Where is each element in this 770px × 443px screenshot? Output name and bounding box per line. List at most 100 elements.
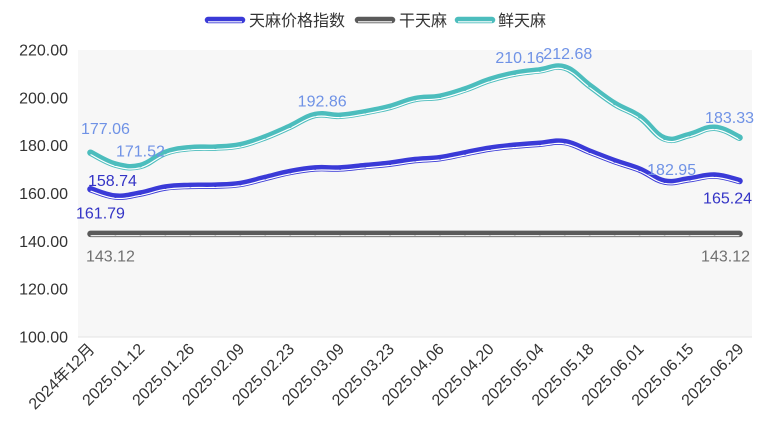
data-point	[388, 105, 392, 109]
data-point	[213, 232, 217, 236]
data-point	[88, 232, 92, 236]
data-point	[213, 146, 217, 150]
data-point	[738, 136, 742, 140]
data-point	[138, 164, 142, 168]
legend-line-icon	[204, 16, 246, 24]
data-point	[188, 232, 192, 236]
legend-label: 干天麻	[399, 12, 447, 30]
data-point	[488, 232, 492, 236]
data-point	[563, 140, 567, 144]
data-point	[588, 84, 592, 88]
data-point	[213, 184, 217, 188]
data-point	[688, 177, 692, 181]
data-point	[163, 186, 167, 190]
data-point	[288, 125, 292, 129]
data-point	[563, 66, 567, 70]
data-point	[613, 232, 617, 236]
data-point	[263, 232, 267, 236]
data-point	[163, 151, 167, 155]
data-point	[588, 150, 592, 154]
x-axis: 2024年12月2025.01.122025.01.262025.02.0920…	[25, 340, 747, 413]
data-point	[538, 232, 542, 236]
data-point	[363, 232, 367, 236]
series-line-2	[87, 63, 743, 171]
data-point	[538, 142, 542, 146]
data-point	[488, 78, 492, 82]
data-point	[513, 144, 517, 148]
data-point	[638, 168, 642, 172]
data-point	[463, 232, 467, 236]
data-point	[688, 133, 692, 137]
data-point	[463, 151, 467, 155]
data-point	[313, 166, 317, 170]
data-point	[413, 97, 417, 101]
data-point	[638, 115, 642, 119]
data-label: 183.33	[705, 110, 754, 127]
data-point	[463, 87, 467, 91]
data-point	[238, 182, 242, 186]
data-point	[138, 232, 142, 236]
data-label: 212.68	[543, 46, 592, 63]
y-tick-label: 180.00	[19, 138, 68, 155]
data-point	[638, 232, 642, 236]
data-point	[613, 102, 617, 106]
data-label: 171.52	[116, 143, 165, 160]
data-point	[688, 232, 692, 236]
data-point	[738, 232, 742, 236]
y-tick-label: 200.00	[19, 90, 68, 107]
data-point	[613, 159, 617, 163]
data-point	[188, 184, 192, 188]
data-point	[288, 170, 292, 174]
series-line-highlight	[90, 142, 740, 200]
data-point	[438, 95, 442, 99]
data-label: 158.74	[88, 173, 137, 190]
data-point	[88, 187, 92, 191]
data-point	[338, 166, 342, 170]
data-point	[713, 174, 717, 178]
y-axis: 100.00 120.00 140.00 160.00 180.00 200.00 220.…	[19, 43, 68, 347]
data-point	[338, 114, 342, 118]
data-point	[738, 179, 742, 183]
data-point	[538, 68, 542, 72]
data-point	[188, 146, 192, 150]
data-point	[313, 232, 317, 236]
legend-item-fresh[interactable]: 鲜天麻	[454, 12, 546, 30]
y-tick-label: 160.00	[19, 186, 68, 203]
legend-item-price-index[interactable]: 天麻价格指数	[204, 12, 345, 30]
data-point	[163, 232, 167, 236]
data-point	[263, 176, 267, 180]
legend-label: 天麻价格指数	[249, 12, 345, 30]
data-point	[663, 137, 667, 141]
legend-item-dried[interactable]: 干天麻	[354, 12, 447, 30]
data-point	[513, 72, 517, 76]
data-label: 182.95	[647, 162, 696, 179]
series-line-0	[87, 138, 743, 200]
data-point	[388, 232, 392, 236]
series-line-highlight	[90, 67, 740, 170]
data-point	[663, 180, 667, 184]
plot-background	[78, 50, 752, 337]
legend: 天麻价格指数 干天麻 鲜天麻	[204, 12, 546, 30]
data-point	[338, 232, 342, 236]
y-tick-label: 220.00	[19, 43, 68, 60]
data-point	[113, 232, 117, 236]
data-point	[663, 232, 667, 236]
data-label: 143.12	[86, 248, 135, 265]
legend-line-icon	[354, 16, 396, 24]
data-point	[238, 143, 242, 147]
data-point	[288, 232, 292, 236]
data-point	[113, 195, 117, 199]
legend-line-icon	[454, 16, 496, 24]
series-lines	[87, 63, 743, 238]
legend-label: 鲜天麻	[498, 12, 546, 30]
y-tick-label: 140.00	[19, 234, 68, 251]
y-tick-label: 100.00	[19, 330, 68, 347]
data-point	[138, 192, 142, 195]
data-point	[238, 232, 242, 236]
data-labels: 161.79 158.74 165.24 143.12 143.12 177.06 171.…	[76, 46, 754, 265]
data-point	[363, 164, 367, 168]
data-point	[363, 110, 367, 114]
data-point	[263, 135, 267, 139]
data-point	[588, 232, 592, 236]
